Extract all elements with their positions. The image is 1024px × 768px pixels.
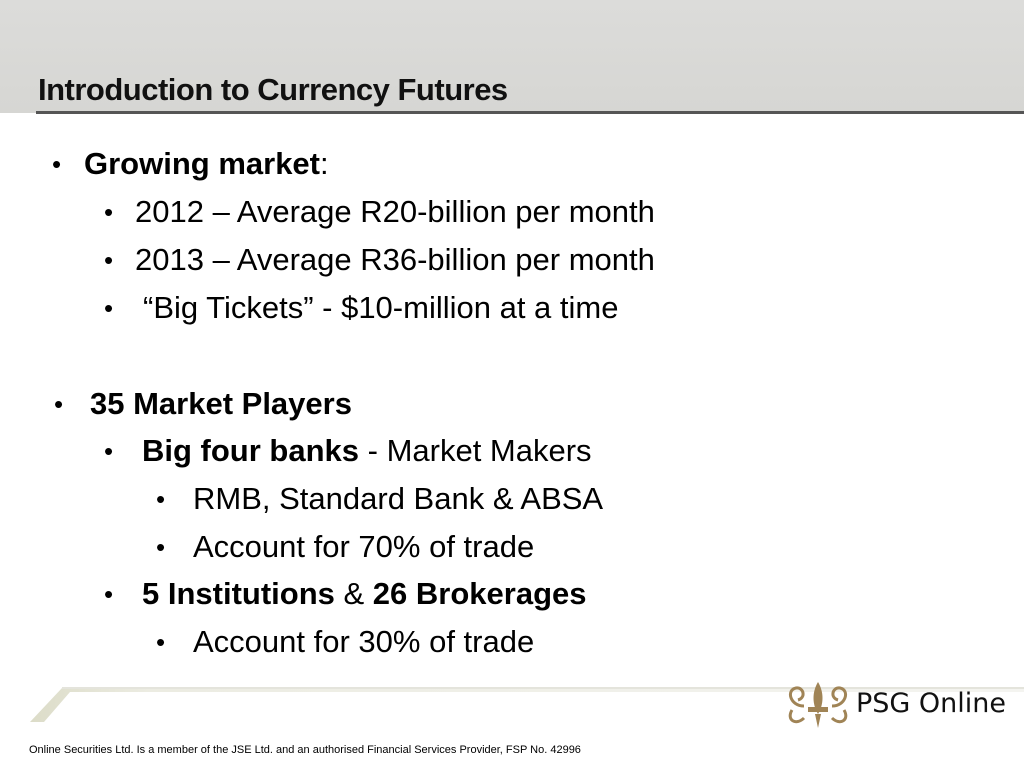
bullet-dot-icon: • [156,532,166,562]
list-item-growing-market: Growing market: [84,144,329,184]
logo-text: PSG Online [856,688,1007,719]
growing-market-suffix: : [320,146,329,181]
bullet-dot-icon: • [104,436,114,466]
bullet-dot-icon: • [52,149,62,179]
slide-title: Introduction to Currency Futures [38,72,508,107]
fleur-de-lis-icon [788,682,848,728]
institutions-mid: & [334,576,373,611]
list-item: 2013 – Average R36-billion per month [135,242,655,277]
brokerages-label: 26 Brokerages [372,576,587,611]
title-divider [36,111,1024,114]
footer-disclaimer: Online Securities Ltd. Is a member of th… [29,744,581,756]
slide-content: • Growing market: • 2012 – Average R20-b… [52,144,655,659]
bullet-dot-icon: • [104,579,114,609]
list-item: RMB, Standard Bank & ABSA [193,481,604,516]
bullet-dot-icon: • [156,484,166,514]
bullet-dot-icon: • [104,293,114,323]
bullet-dot-icon: • [104,197,114,227]
institutions-label: 5 Institutions [142,576,335,611]
bullet-dot-icon: • [104,245,114,275]
growing-market-label: Growing market [84,146,320,181]
bullet-dot-icon: • [156,627,166,657]
list-item-institutions: 5 Institutions & 26 Brokerages [142,574,586,614]
big-four-label: Big four banks [142,433,360,468]
list-item-big-four: Big four banks - Market Makers [142,431,592,471]
big-four-suffix: - Market Makers [359,433,592,468]
bullet-dot-icon: • [54,389,64,419]
list-item: 2012 – Average R20-billion per month [135,194,655,229]
list-item-market-players: 35 Market Players [90,386,352,421]
list-item: Account for 70% of trade [193,529,535,564]
footer-swoosh [30,687,1024,722]
list-item: “Big Tickets” - $10-million at a time [143,290,619,325]
list-item: Account for 30% of trade [193,624,535,659]
header-band [0,0,1024,113]
